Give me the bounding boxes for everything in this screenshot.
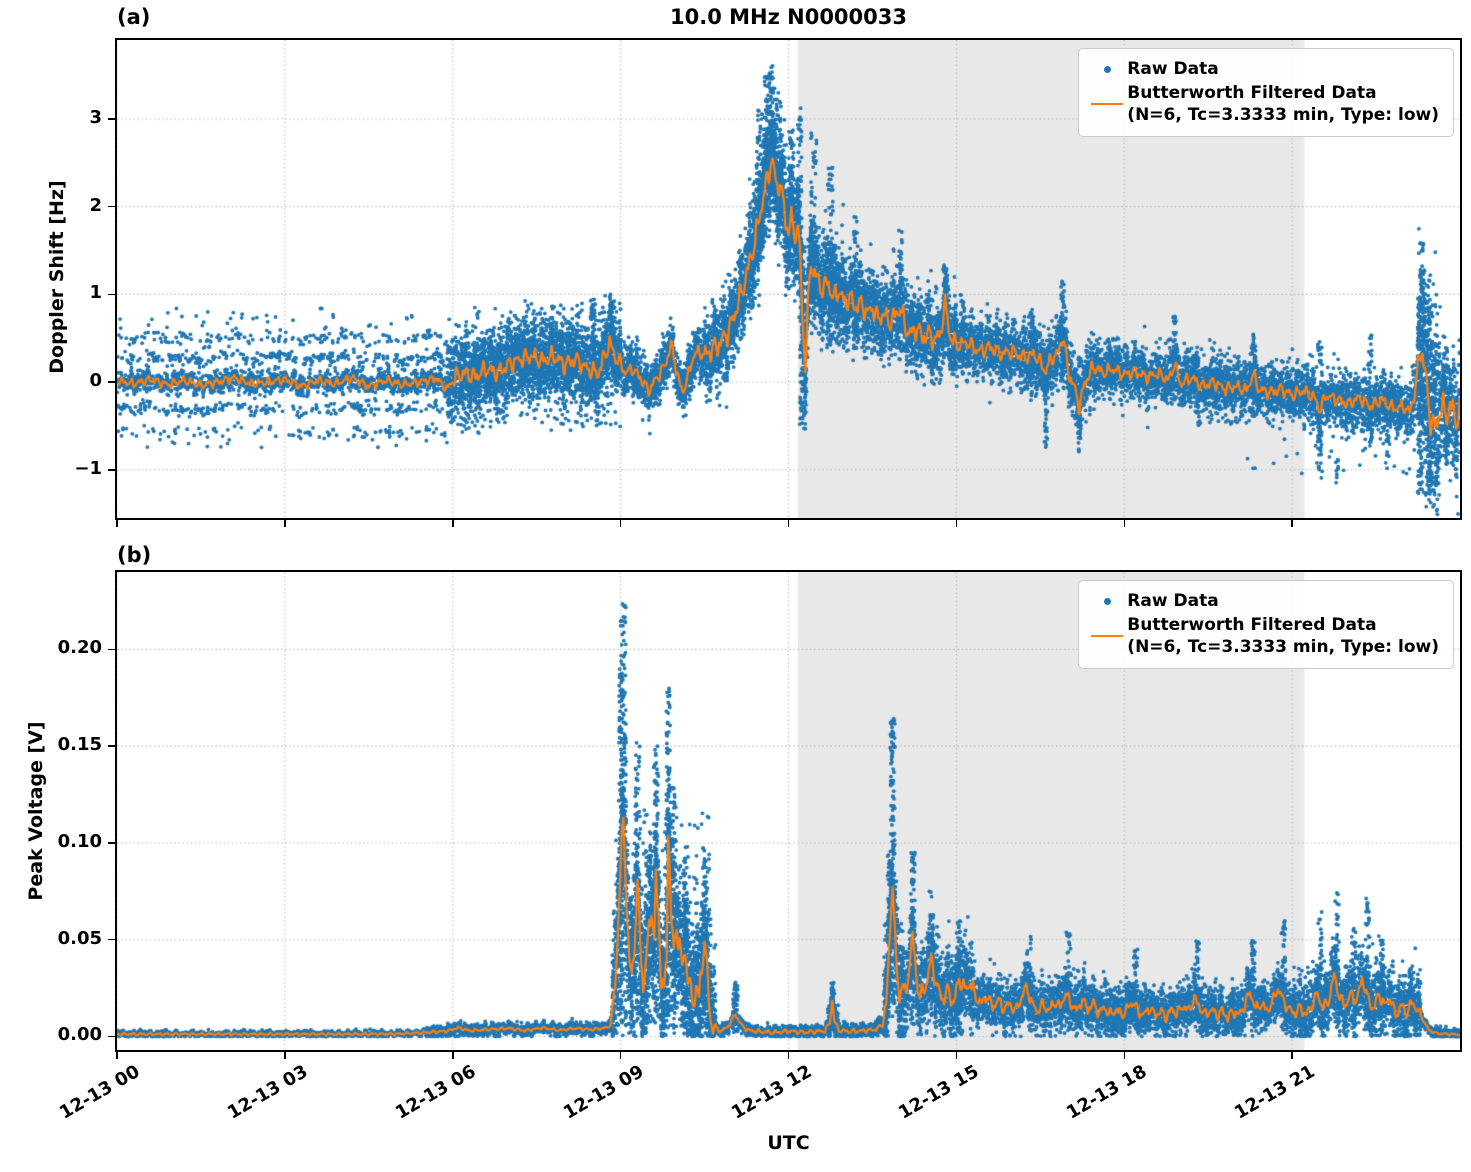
x-tick-label: 12-13 21	[1231, 1061, 1319, 1124]
x-tick-label: 12-13 18	[1063, 1061, 1151, 1124]
y-tick-label: 0.00	[57, 1024, 102, 1046]
x-tick-mark	[955, 520, 958, 527]
x-tick-mark	[1123, 520, 1125, 527]
legend-raw-row: Raw Data	[1087, 58, 1439, 80]
y-tick-mark	[108, 118, 115, 120]
y-tick-mark	[108, 745, 115, 747]
panel-a-legend: Raw Data Butterworth Filtered Data (N=6,…	[1078, 48, 1454, 138]
y-tick-mark	[108, 938, 115, 941]
filtered-data-marker	[1087, 635, 1127, 638]
panel-a-y-axis-label: Doppler Shift [Hz]	[46, 180, 68, 374]
legend-raw-label: Raw Data	[1127, 591, 1219, 611]
x-tick-label: 12-13 15	[895, 1061, 983, 1124]
legend-filtered-row: Butterworth Filtered Data (N=6, Tc=3.333…	[1087, 614, 1439, 658]
legend-filtered-title: Butterworth Filtered Data	[1127, 615, 1377, 636]
x-tick-mark	[116, 520, 118, 527]
x-tick-mark	[452, 1052, 454, 1059]
legend-filtered-params: (N=6, Tc=3.3333 min, Type: low)	[1127, 105, 1439, 126]
y-tick-label: 0.20	[57, 637, 102, 659]
legend-raw-row: Raw Data	[1087, 590, 1439, 612]
figure-title: 10.0 MHz N0000033	[670, 5, 907, 29]
filtered-line-icon	[1091, 103, 1124, 106]
x-tick-label: 12-13 03	[223, 1061, 312, 1124]
y-tick-mark	[108, 842, 115, 844]
y-tick-label: 0.05	[57, 927, 102, 949]
x-tick-mark	[619, 520, 622, 527]
x-tick-mark	[619, 1052, 622, 1059]
x-tick-mark	[1291, 520, 1293, 527]
x-tick-mark	[787, 1052, 790, 1059]
x-tick-mark	[1123, 1052, 1125, 1059]
y-tick-mark	[108, 1035, 115, 1038]
x-tick-label: 12-13 09	[559, 1061, 648, 1124]
x-tick-mark	[116, 1052, 118, 1059]
y-tick-mark	[108, 381, 115, 383]
legend-filtered-title: Butterworth Filtered Data	[1127, 83, 1377, 104]
x-tick-label: 12-13 12	[727, 1061, 815, 1124]
legend-filtered-params: (N=6, Tc=3.3333 min, Type: low)	[1127, 637, 1439, 658]
raw-dot-icon	[1103, 65, 1111, 73]
panel-b-y-axis-label: Peak Voltage [V]	[25, 721, 47, 901]
y-tick-mark	[108, 205, 115, 208]
y-tick-label: −1	[74, 457, 102, 479]
x-axis-label: UTC	[767, 1132, 810, 1154]
y-tick-mark	[108, 469, 115, 471]
x-tick-mark	[787, 520, 790, 527]
panel-b-legend: Raw Data Butterworth Filtered Data (N=6,…	[1078, 580, 1454, 670]
raw-data-marker	[1087, 65, 1127, 73]
filtered-line-icon	[1091, 635, 1124, 638]
legend-raw-label: Raw Data	[1127, 59, 1219, 79]
panel-b-plot-area: Raw Data Butterworth Filtered Data (N=6,…	[115, 570, 1462, 1052]
panel-a-label: (a)	[117, 5, 151, 29]
x-tick-mark	[452, 520, 454, 527]
panel-b-label: (b)	[117, 543, 152, 567]
raw-dot-icon	[1103, 597, 1111, 605]
y-tick-mark	[108, 293, 115, 296]
filtered-data-marker	[1087, 103, 1127, 106]
x-tick-mark	[955, 1052, 958, 1059]
x-tick-mark	[284, 520, 286, 527]
y-tick-label: 3	[89, 106, 102, 128]
legend-filtered-row: Butterworth Filtered Data (N=6, Tc=3.333…	[1087, 82, 1439, 126]
legend-filtered-label: Butterworth Filtered Data (N=6, Tc=3.333…	[1127, 614, 1439, 658]
legend-filtered-label: Butterworth Filtered Data (N=6, Tc=3.333…	[1127, 82, 1439, 126]
x-tick-label: 12-13 06	[391, 1061, 480, 1124]
x-tick-mark	[1291, 1052, 1293, 1059]
x-tick-label: 12-13 00	[56, 1061, 144, 1124]
raw-data-marker	[1087, 597, 1127, 605]
x-tick-mark	[284, 1052, 286, 1059]
panel-a-plot-area: Raw Data Butterworth Filtered Data (N=6,…	[115, 38, 1462, 520]
y-tick-mark	[108, 648, 115, 651]
